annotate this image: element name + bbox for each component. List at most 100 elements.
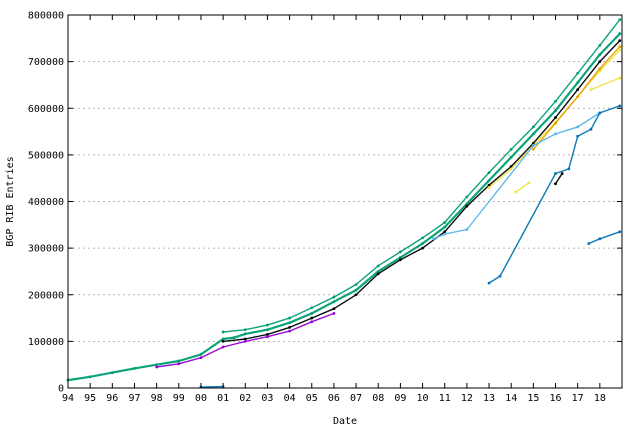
data-point bbox=[421, 236, 424, 240]
data-point bbox=[509, 155, 513, 159]
x-tick-label: 09 bbox=[394, 393, 406, 404]
data-point bbox=[354, 288, 358, 292]
x-tick-label: 12 bbox=[461, 393, 473, 404]
x-tick-label: 16 bbox=[549, 393, 561, 404]
data-point bbox=[576, 81, 580, 85]
data-point bbox=[232, 336, 236, 340]
data-point bbox=[587, 242, 591, 245]
data-point bbox=[465, 228, 469, 231]
x-tick-label: 17 bbox=[572, 393, 584, 404]
data-point bbox=[155, 363, 159, 367]
y-tick-label: 200000 bbox=[28, 290, 64, 301]
data-series bbox=[155, 312, 336, 369]
data-point bbox=[266, 332, 269, 336]
data-point bbox=[598, 111, 602, 115]
data-point bbox=[576, 134, 580, 138]
data-point bbox=[576, 88, 580, 91]
data-point bbox=[487, 171, 491, 174]
y-tick-label: 100000 bbox=[28, 337, 64, 348]
data-series bbox=[531, 45, 622, 151]
data-point bbox=[288, 316, 291, 320]
x-tick-label: 03 bbox=[261, 393, 273, 404]
y-tick-label: 500000 bbox=[28, 150, 64, 161]
data-point bbox=[576, 125, 580, 129]
data-point bbox=[266, 323, 269, 327]
data-series bbox=[554, 172, 564, 186]
data-point bbox=[589, 127, 593, 131]
series-line bbox=[590, 77, 621, 91]
data-point bbox=[618, 76, 622, 80]
data-point bbox=[618, 45, 622, 49]
data-point bbox=[576, 71, 580, 75]
data-point bbox=[465, 195, 469, 199]
y-axis-title: BGP RIB Entries bbox=[5, 156, 16, 246]
y-tick-label: 800000 bbox=[28, 11, 64, 22]
data-point bbox=[554, 99, 557, 103]
data-point bbox=[598, 60, 602, 64]
data-point bbox=[332, 312, 336, 315]
data-point bbox=[399, 258, 402, 262]
data-point bbox=[487, 179, 491, 182]
data-point bbox=[618, 18, 622, 22]
data-point bbox=[560, 172, 564, 175]
data-point bbox=[618, 48, 622, 52]
x-axis: 94 95 96 97 98 99 00 01 02 03 04 05 06 07 08 09 10 11 12 13… bbox=[62, 15, 606, 404]
x-tick-label: 01 bbox=[217, 393, 229, 404]
data-point bbox=[288, 321, 291, 325]
x-tick-label: 18 bbox=[594, 393, 606, 404]
data-series bbox=[221, 18, 622, 334]
data-point bbox=[177, 359, 181, 363]
data-point bbox=[487, 183, 491, 187]
x-tick-label: 96 bbox=[106, 393, 118, 404]
data-point bbox=[618, 230, 622, 234]
data-point bbox=[288, 329, 291, 333]
data-point bbox=[354, 283, 358, 286]
data-point bbox=[310, 312, 314, 315]
x-tick-label: 99 bbox=[173, 393, 185, 404]
data-point bbox=[589, 88, 593, 91]
data-point bbox=[310, 306, 314, 310]
x-tick-label: 15 bbox=[527, 393, 539, 404]
x-tick-label: 08 bbox=[372, 393, 384, 404]
data-point bbox=[266, 335, 269, 339]
data-point bbox=[618, 39, 622, 43]
data-point bbox=[554, 109, 557, 112]
data-series bbox=[514, 181, 531, 194]
x-tick-label: 07 bbox=[350, 393, 362, 404]
data-point bbox=[598, 53, 602, 57]
data-point bbox=[354, 293, 358, 297]
y-axis: 0 100000 200000 300000 400000 500000 600000 700… bbox=[28, 11, 622, 395]
data-point bbox=[376, 264, 380, 268]
x-tick-label: 02 bbox=[239, 393, 251, 404]
x-tick-label: 95 bbox=[84, 393, 96, 404]
data-point bbox=[399, 250, 402, 254]
data-point bbox=[443, 225, 447, 229]
data-point bbox=[554, 182, 557, 186]
x-tick-label: 05 bbox=[306, 393, 318, 404]
data-point bbox=[110, 371, 114, 375]
x-tick-label: 00 bbox=[195, 393, 207, 404]
x-tick-label: 10 bbox=[417, 393, 429, 404]
data-point bbox=[332, 300, 336, 304]
data-point bbox=[487, 186, 491, 189]
data-point bbox=[618, 104, 622, 108]
data-point bbox=[288, 325, 291, 329]
x-tick-label: 14 bbox=[505, 393, 517, 404]
data-point bbox=[443, 232, 447, 236]
data-point bbox=[465, 202, 469, 206]
data-point bbox=[487, 281, 491, 285]
data-point bbox=[554, 121, 557, 125]
data-point bbox=[243, 337, 247, 341]
data-point bbox=[531, 144, 535, 147]
data-point bbox=[376, 270, 380, 273]
data-point bbox=[554, 116, 557, 119]
series-line bbox=[200, 385, 224, 388]
data-point bbox=[332, 295, 336, 299]
data-point bbox=[221, 345, 225, 349]
data-point bbox=[221, 339, 225, 343]
data-point bbox=[432, 237, 436, 241]
data-point bbox=[421, 246, 424, 250]
data-point bbox=[266, 328, 269, 332]
